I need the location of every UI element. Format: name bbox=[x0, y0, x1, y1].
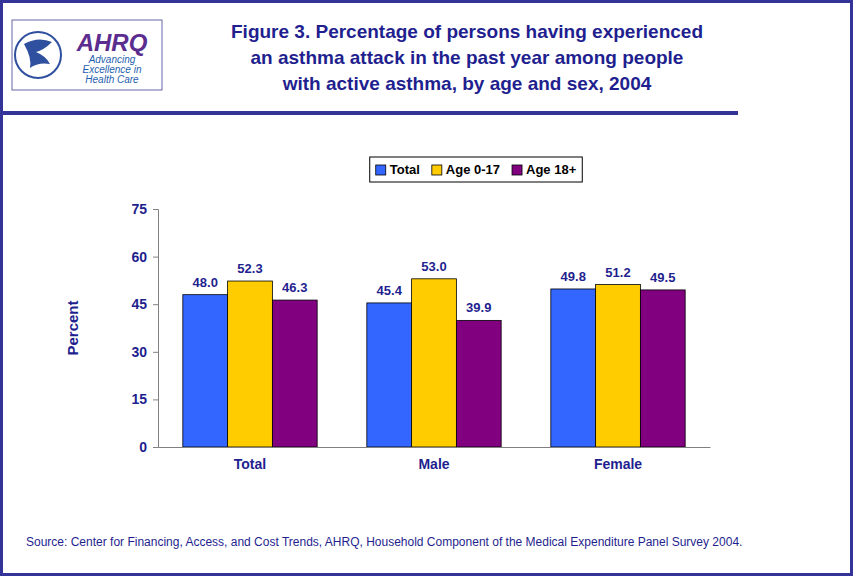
y-tick: 30 bbox=[131, 344, 158, 360]
title: an asthma attack in the past year among … bbox=[251, 47, 684, 68]
y-tick-label: 75 bbox=[131, 201, 147, 217]
logo: AHRQAdvancingExcellence inHealth Care bbox=[12, 20, 162, 90]
y-tick-mark bbox=[153, 352, 158, 353]
data-label: 46.3 bbox=[282, 280, 307, 295]
y-axis-title: Percent bbox=[64, 300, 81, 355]
y-tick-label: 15 bbox=[131, 391, 147, 407]
bars bbox=[183, 279, 685, 447]
legend-box bbox=[370, 157, 583, 182]
x-axis: Total Male Female bbox=[159, 447, 711, 472]
legend-label: Total bbox=[390, 162, 420, 177]
x-tick-label: Total bbox=[234, 456, 266, 472]
y-tick-label: 0 bbox=[139, 439, 147, 455]
bar bbox=[367, 303, 412, 447]
data-labels: 48.0 45.4 49.8 52.3 53.0 51.2 46.3 39.9 49.5 bbox=[193, 259, 676, 316]
legend-swatch bbox=[432, 165, 442, 175]
legend-swatch bbox=[512, 165, 522, 175]
legend-swatch bbox=[376, 165, 386, 175]
legend: Total Age 0-17 Age 18+ bbox=[370, 157, 583, 182]
y-tick-mark bbox=[153, 399, 158, 400]
header-rule bbox=[0, 111, 738, 115]
logo-box bbox=[12, 20, 162, 90]
bar bbox=[272, 300, 317, 447]
y-axis: 0 15 30 45 60 75 bbox=[131, 201, 158, 455]
y-tick: 0 bbox=[139, 439, 158, 455]
y-tick: 45 bbox=[131, 296, 158, 312]
y-tick: 15 bbox=[131, 391, 158, 407]
data-label: 45.4 bbox=[377, 283, 403, 298]
data-label: 52.3 bbox=[237, 261, 262, 276]
bar bbox=[456, 320, 501, 447]
data-label: 49.8 bbox=[561, 269, 586, 284]
legend-label: Age 18+ bbox=[526, 162, 577, 177]
title: Figure 3. Percentage of persons having e… bbox=[231, 21, 703, 42]
y-tick: 75 bbox=[131, 201, 158, 217]
x-axis-line bbox=[159, 447, 711, 448]
data-label: 48.0 bbox=[193, 275, 218, 290]
bar bbox=[183, 295, 228, 447]
y-axis-line bbox=[153, 210, 159, 448]
legend-label: Age 0-17 bbox=[446, 162, 500, 177]
data-label: 39.9 bbox=[466, 300, 491, 315]
x-tick-label: Female bbox=[594, 456, 642, 472]
chart: AHRQAdvancingExcellence inHealth Care Fig… bbox=[0, 0, 853, 576]
bar bbox=[228, 281, 273, 447]
legend-item: Age 0-17 bbox=[432, 162, 500, 177]
bar bbox=[551, 289, 596, 447]
y-tick-label: 60 bbox=[131, 249, 147, 265]
logo-seal bbox=[15, 32, 61, 78]
source: Source: Center for Financing, Access, an… bbox=[26, 535, 742, 549]
y-tick-label: 30 bbox=[131, 344, 147, 360]
x-tick: Male bbox=[418, 447, 449, 472]
x-tick: Female bbox=[594, 447, 642, 472]
legend-item: Age 18+ bbox=[512, 162, 577, 177]
bar bbox=[640, 290, 685, 447]
x-tick-label: Male bbox=[418, 456, 449, 472]
y-tick-mark bbox=[153, 304, 158, 305]
data-label: 53.0 bbox=[421, 259, 446, 274]
logo-emblem bbox=[24, 39, 52, 68]
bar bbox=[596, 285, 641, 447]
legend-item: Total bbox=[376, 162, 420, 177]
data-label: 51.2 bbox=[605, 265, 630, 280]
data-label: 49.5 bbox=[650, 270, 675, 285]
y-tick-mark bbox=[153, 209, 158, 210]
frame bbox=[2, 2, 852, 575]
y-tick-label: 45 bbox=[131, 296, 147, 312]
logo-tagline: Health Care bbox=[85, 74, 139, 85]
bar bbox=[412, 279, 457, 447]
y-tick: 60 bbox=[131, 249, 158, 265]
y-tick-mark bbox=[153, 447, 158, 448]
logo-name: AHRQ bbox=[76, 29, 148, 56]
y-tick-mark bbox=[153, 257, 158, 258]
title: with active asthma, by age and sex, 2004 bbox=[282, 73, 652, 94]
x-tick: Total bbox=[234, 447, 266, 472]
